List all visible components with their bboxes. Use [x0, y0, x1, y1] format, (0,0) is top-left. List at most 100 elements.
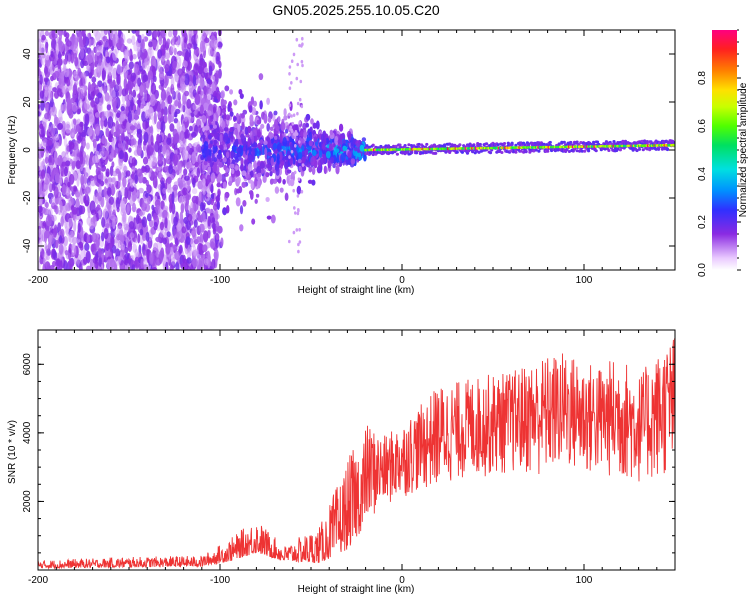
spectrogram-cell — [288, 239, 291, 244]
spectrogram-cell — [126, 202, 131, 212]
spectrogram-cell — [295, 37, 299, 42]
spectrogram-cell — [44, 230, 50, 239]
spectrogram-cell — [64, 121, 71, 134]
spectrogram-cell — [116, 112, 121, 118]
spectrogram-cell — [216, 153, 222, 160]
spectrogram-cell — [44, 261, 51, 270]
spectrogram-cell — [120, 172, 125, 182]
spectrogram-cell — [119, 260, 125, 270]
spectrogram-cell — [119, 234, 124, 247]
spectrogram-cell — [82, 35, 86, 46]
spectrogram-cell — [54, 141, 60, 149]
spectrogram-cell — [207, 110, 212, 116]
spectrogram-cell — [332, 163, 336, 169]
spectrogram-cell — [137, 77, 142, 87]
spectrogram-cell — [65, 160, 71, 167]
spectrogram-cell — [131, 264, 136, 270]
spectrogram-cell — [315, 120, 320, 130]
spectrogram-cell — [274, 135, 278, 140]
spectrogram-cell — [80, 59, 85, 69]
spectrogram-cell — [158, 171, 162, 181]
spectrogram-cell — [202, 244, 208, 253]
spectrogram-cell — [91, 76, 97, 83]
spectrogram-cell — [58, 41, 65, 53]
spectrogram-cell — [301, 156, 306, 164]
spectrogram-cell — [269, 132, 274, 139]
spectrogram-cell — [201, 134, 206, 139]
spectrogram-cell — [325, 151, 331, 159]
spectrogram-cell — [157, 111, 162, 119]
spectrogram-cell — [123, 69, 129, 76]
spectrogram-cell — [274, 119, 278, 129]
spectrogram-cell — [292, 230, 296, 235]
spectrogram-cell — [197, 210, 201, 216]
spectrogram-cell — [108, 81, 115, 89]
spectrogram-cell — [207, 134, 212, 140]
spectrogram-cell — [84, 187, 90, 195]
spectrogram-cell — [186, 161, 193, 169]
spectrogram-cell — [208, 46, 213, 57]
spectrogram-cell — [134, 110, 139, 121]
spectrogram-cell — [292, 188, 296, 193]
spectrogram-cell — [124, 151, 128, 163]
spectrogram-cell — [322, 154, 327, 165]
spectrogram-cell — [123, 165, 128, 173]
spectrogram-cell — [146, 184, 152, 194]
spectrogram-cell — [207, 94, 212, 100]
spectrogram-cell — [147, 195, 152, 205]
spectrogram-cell — [110, 183, 115, 196]
spectrogram-cell — [259, 100, 263, 110]
spectrogram-cell — [279, 187, 284, 193]
spectrogram-cell — [136, 129, 143, 135]
spectrogram-cell — [168, 164, 174, 175]
spectrogram-cell — [209, 124, 213, 129]
spectrogram-cell — [200, 89, 204, 97]
spectrogram-cell — [39, 43, 46, 56]
spectrogram-cell — [212, 203, 218, 211]
spectrogram-cell — [306, 162, 311, 168]
spectrogram-cell — [47, 80, 52, 88]
spectrogram-cell — [227, 103, 231, 113]
spectrogram-cell — [248, 147, 252, 153]
spectrogram-cell — [242, 200, 247, 207]
spectrogram-cell — [136, 144, 143, 156]
spectrogram-cell — [212, 164, 218, 173]
spectrogram-cell — [63, 58, 68, 65]
spectrogram-cell — [199, 76, 204, 90]
spectrogram-cell — [141, 39, 145, 52]
spectrogram-cell — [222, 99, 227, 106]
spectrogram-cell — [193, 219, 198, 228]
spectrogram-cell — [235, 128, 238, 137]
spectrogram-cell — [80, 92, 85, 99]
spectrogram-cell — [70, 74, 74, 87]
spectrogram-cell — [74, 75, 80, 81]
spectrogram-cell — [160, 121, 166, 133]
spectrogram-cell — [55, 44, 60, 55]
spectrogram-cell — [53, 251, 58, 261]
spectrogram-marks — [38, 30, 675, 270]
spectrogram-cell — [298, 240, 302, 244]
spectrogram-cell — [79, 37, 84, 50]
spectrogram-cell — [45, 173, 51, 185]
spectrogram-cell — [312, 149, 317, 156]
spectrogram-cell — [91, 243, 97, 256]
spectrogram-cell — [216, 86, 220, 93]
spectrogram-cell — [284, 192, 289, 201]
spectrogram-cell — [58, 235, 63, 243]
spectrogram-cell — [215, 233, 220, 241]
spectrogram-cell — [188, 33, 192, 42]
spectrogram-cell — [70, 97, 76, 104]
spectrogram-cell — [203, 258, 209, 266]
spectrogram-cell — [187, 213, 193, 222]
spectrogram-cell — [211, 258, 216, 270]
spectrogram-cell — [458, 143, 462, 147]
spectrogram-cell — [108, 65, 113, 77]
spectrogram-cell — [192, 74, 197, 87]
spectrogram-cell — [237, 147, 241, 155]
spectrogram-cell — [57, 222, 62, 233]
spectrogram-cell — [186, 43, 193, 50]
spectrogram-cell — [215, 196, 220, 202]
spectrogram-cell — [128, 147, 132, 153]
spectrogram-cell — [166, 231, 171, 238]
spectrogram-cell — [101, 135, 106, 145]
